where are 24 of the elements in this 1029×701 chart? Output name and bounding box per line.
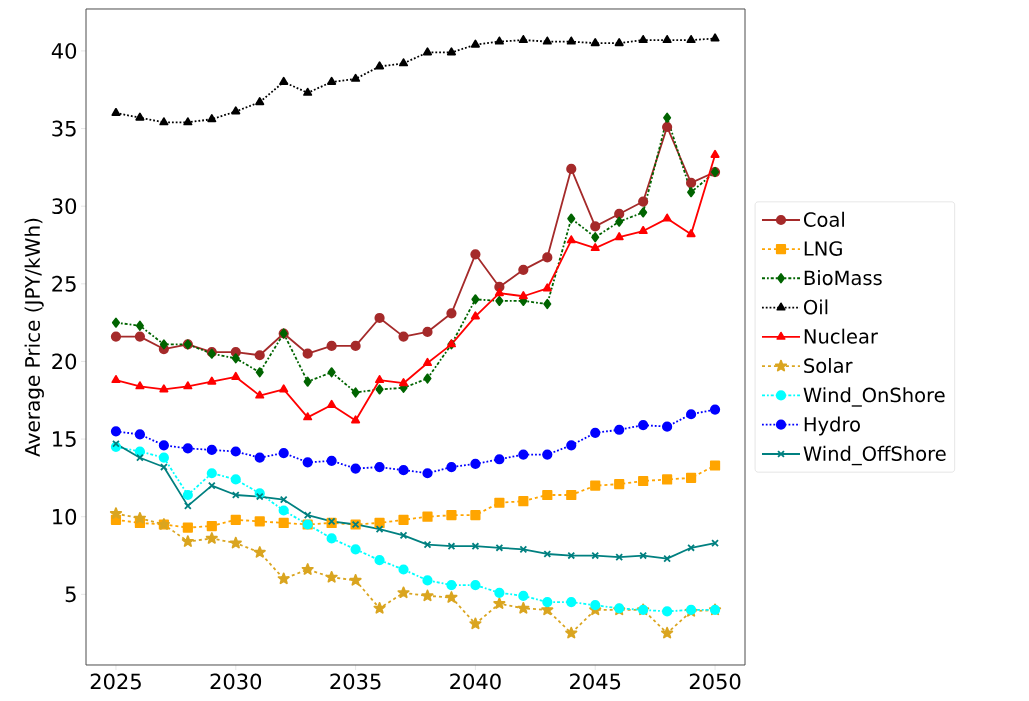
legend-label: Coal [803, 211, 844, 227]
x-tick-label: 2045 [570, 673, 621, 690]
x-tick-label: 2025 [90, 673, 141, 690]
y-tick-label: 10 [53, 508, 77, 525]
legend-label: Wind_OffShore [803, 445, 946, 466]
x-tick-label: 2040 [450, 673, 501, 690]
y-axis-title: Average Price (JPY/kWh) [24, 218, 44, 457]
legend-label: Oil [803, 299, 828, 315]
y-tick-label: 25 [52, 275, 76, 292]
legend-label: Wind_OnShore [803, 387, 945, 407]
y-tick-label: 30 [52, 198, 77, 215]
y-tick-label: 35 [52, 120, 76, 137]
x-tick-label: 2035 [330, 673, 381, 690]
legend-label: LNG [804, 241, 842, 256]
y-tick-label: 15 [53, 431, 76, 447]
y-tick-label: 40 [51, 42, 77, 59]
x-tick-label: 2050 [689, 673, 741, 690]
y-tick-label: 5 [65, 586, 76, 603]
legend-label: BioMass [804, 270, 882, 286]
legend-label: Solar [804, 357, 853, 374]
legend-label: Nuclear [804, 328, 878, 344]
y-tick-label: 20 [52, 353, 77, 370]
x-tick-label: 2030 [210, 673, 262, 690]
legend-label: Hydro [804, 416, 860, 436]
